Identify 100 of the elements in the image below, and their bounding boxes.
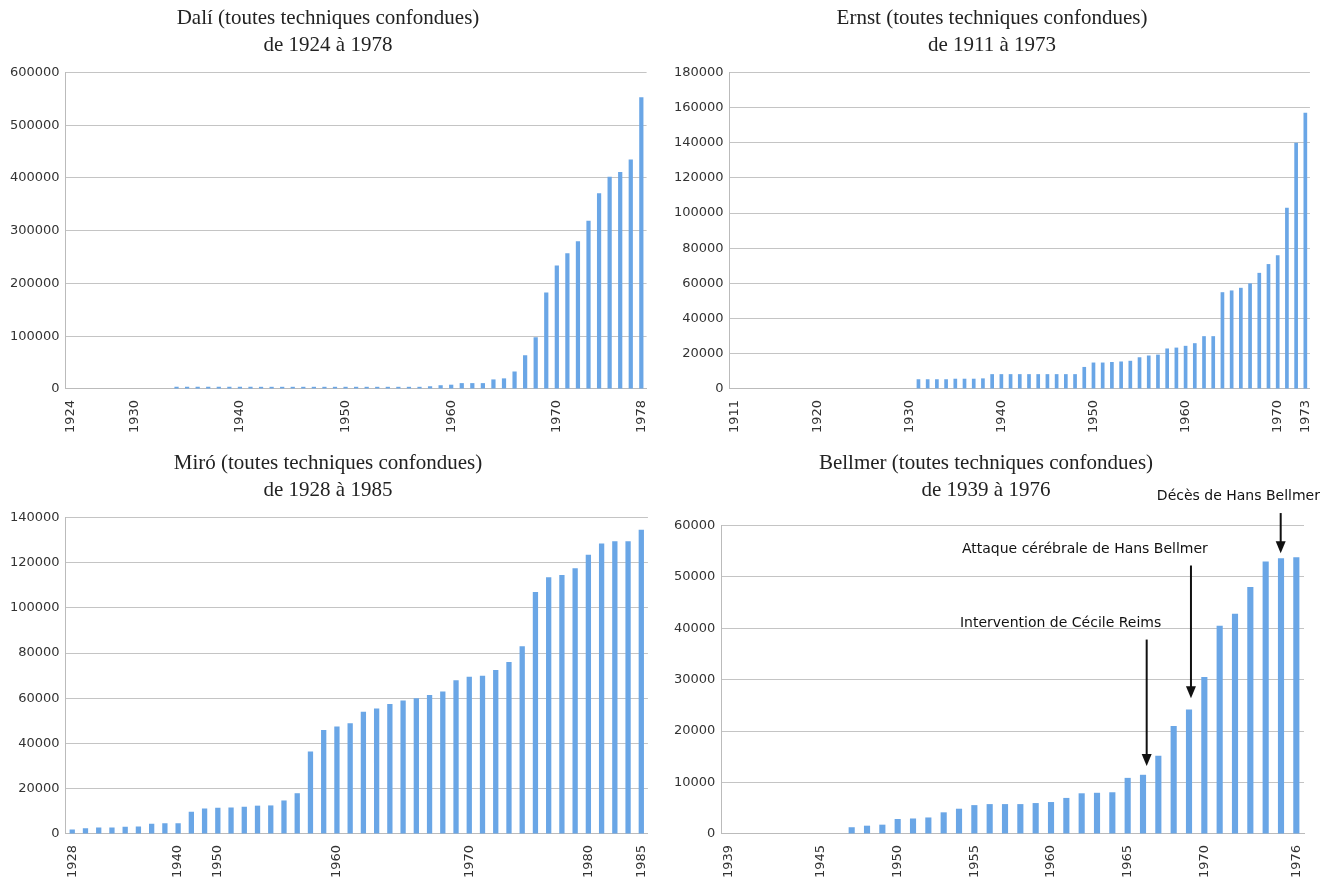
y-tick-label: 300000 <box>9 222 60 238</box>
bar <box>1124 777 1131 834</box>
bar <box>501 378 507 389</box>
bar <box>944 379 948 389</box>
bar <box>1047 802 1055 834</box>
y-tick-label: 160000 <box>673 98 724 114</box>
y-tick-label: 30000 <box>674 671 716 687</box>
bar <box>848 827 855 834</box>
bar <box>387 703 393 834</box>
y-tick-label: 0 <box>707 825 716 841</box>
bar <box>215 807 221 834</box>
bar <box>546 577 552 834</box>
bar <box>347 723 353 834</box>
bar <box>909 818 917 834</box>
bar <box>1170 725 1177 834</box>
bar <box>1231 613 1239 834</box>
bar <box>598 543 605 834</box>
bar <box>628 159 633 389</box>
x-tick-label: 1980 <box>579 844 595 879</box>
bar <box>1017 804 1024 834</box>
bar <box>466 676 472 834</box>
x-tick-label: 1930 <box>900 399 916 434</box>
bar <box>1211 336 1216 389</box>
y-tick-label: 20000 <box>674 722 716 738</box>
bar <box>639 97 644 389</box>
bar <box>188 811 194 834</box>
bar <box>559 575 565 834</box>
bar <box>241 806 247 834</box>
bar <box>1257 272 1262 389</box>
bar <box>1036 374 1041 389</box>
bar <box>440 691 446 834</box>
x-tick-label: 1940 <box>992 399 1008 434</box>
bar <box>1165 348 1170 389</box>
x-tick-label: 1940 <box>231 399 247 434</box>
bar <box>69 829 75 834</box>
bar <box>894 819 901 834</box>
y-tick-label: 60000 <box>674 516 716 532</box>
chart-subtitle: de 1911 à 1973 <box>927 32 1057 57</box>
bar <box>334 726 340 834</box>
bar <box>493 670 499 834</box>
bar <box>572 568 578 834</box>
bar <box>175 823 181 834</box>
bar <box>1201 677 1208 834</box>
bar <box>373 708 380 834</box>
bar <box>413 698 419 834</box>
bar <box>585 554 592 834</box>
x-tick-label: 1960 <box>1042 844 1058 879</box>
chart-title: Ernst (toutes techniques confondues) <box>836 5 1148 30</box>
bar <box>1100 362 1105 389</box>
x-tick-label: 1960 <box>328 844 344 879</box>
x-tick-label: 1965 <box>1119 844 1135 879</box>
bar <box>1155 755 1162 834</box>
x-tick-label: 1973 <box>1296 399 1312 434</box>
y-tick-label: 500000 <box>9 116 60 132</box>
bar <box>321 729 327 834</box>
bar <box>596 193 602 389</box>
bar <box>1109 792 1116 834</box>
bar <box>1247 587 1254 834</box>
bar <box>586 220 591 389</box>
y-tick-label: 60000 <box>18 689 60 705</box>
y-tick-label: 140000 <box>9 508 60 524</box>
x-tick-label: 1985 <box>632 844 648 879</box>
bar <box>533 337 538 389</box>
bar <box>532 592 539 834</box>
bar <box>1156 354 1160 389</box>
x-tick-label: 1911 <box>725 399 741 434</box>
bar <box>523 355 528 389</box>
annotation: Intervention de Cécile Reims <box>959 613 1162 630</box>
y-tick-label: 600000 <box>9 63 60 79</box>
bar <box>109 827 115 834</box>
y-tick-label: 80000 <box>18 644 60 660</box>
bar <box>512 371 517 389</box>
bar <box>554 265 559 389</box>
bar <box>1063 797 1070 834</box>
bar <box>135 826 142 834</box>
text: Décès de Hans Bellmer <box>1156 487 1321 504</box>
y-tick-label: 180000 <box>673 63 724 79</box>
x-tick-label: 1970 <box>1195 844 1211 879</box>
x-tick-label: 1950 <box>889 844 905 879</box>
x-tick-label: 1945 <box>812 844 828 879</box>
y-tick-label: 40000 <box>682 309 724 325</box>
bar <box>1027 374 1031 389</box>
y-tick-label: 20000 <box>18 780 60 796</box>
x-tick-label: 1950 <box>209 844 225 879</box>
y-tick-label: 0 <box>715 380 724 396</box>
bar <box>618 172 623 389</box>
bar <box>201 808 208 834</box>
bar <box>1139 774 1147 834</box>
y-tick-label: 400000 <box>9 169 60 185</box>
bar <box>1202 336 1206 389</box>
y-tick-label: 100000 <box>9 599 60 615</box>
y-tick-label: 80000 <box>682 239 724 255</box>
y-tick-label: 60000 <box>682 274 724 290</box>
x-tick-label: 1920 <box>808 399 824 434</box>
x-tick-label: 1928 <box>63 844 79 879</box>
bar <box>612 541 618 834</box>
bar <box>1032 803 1039 834</box>
bar <box>575 241 581 389</box>
bar <box>544 292 549 389</box>
bar <box>607 176 612 389</box>
